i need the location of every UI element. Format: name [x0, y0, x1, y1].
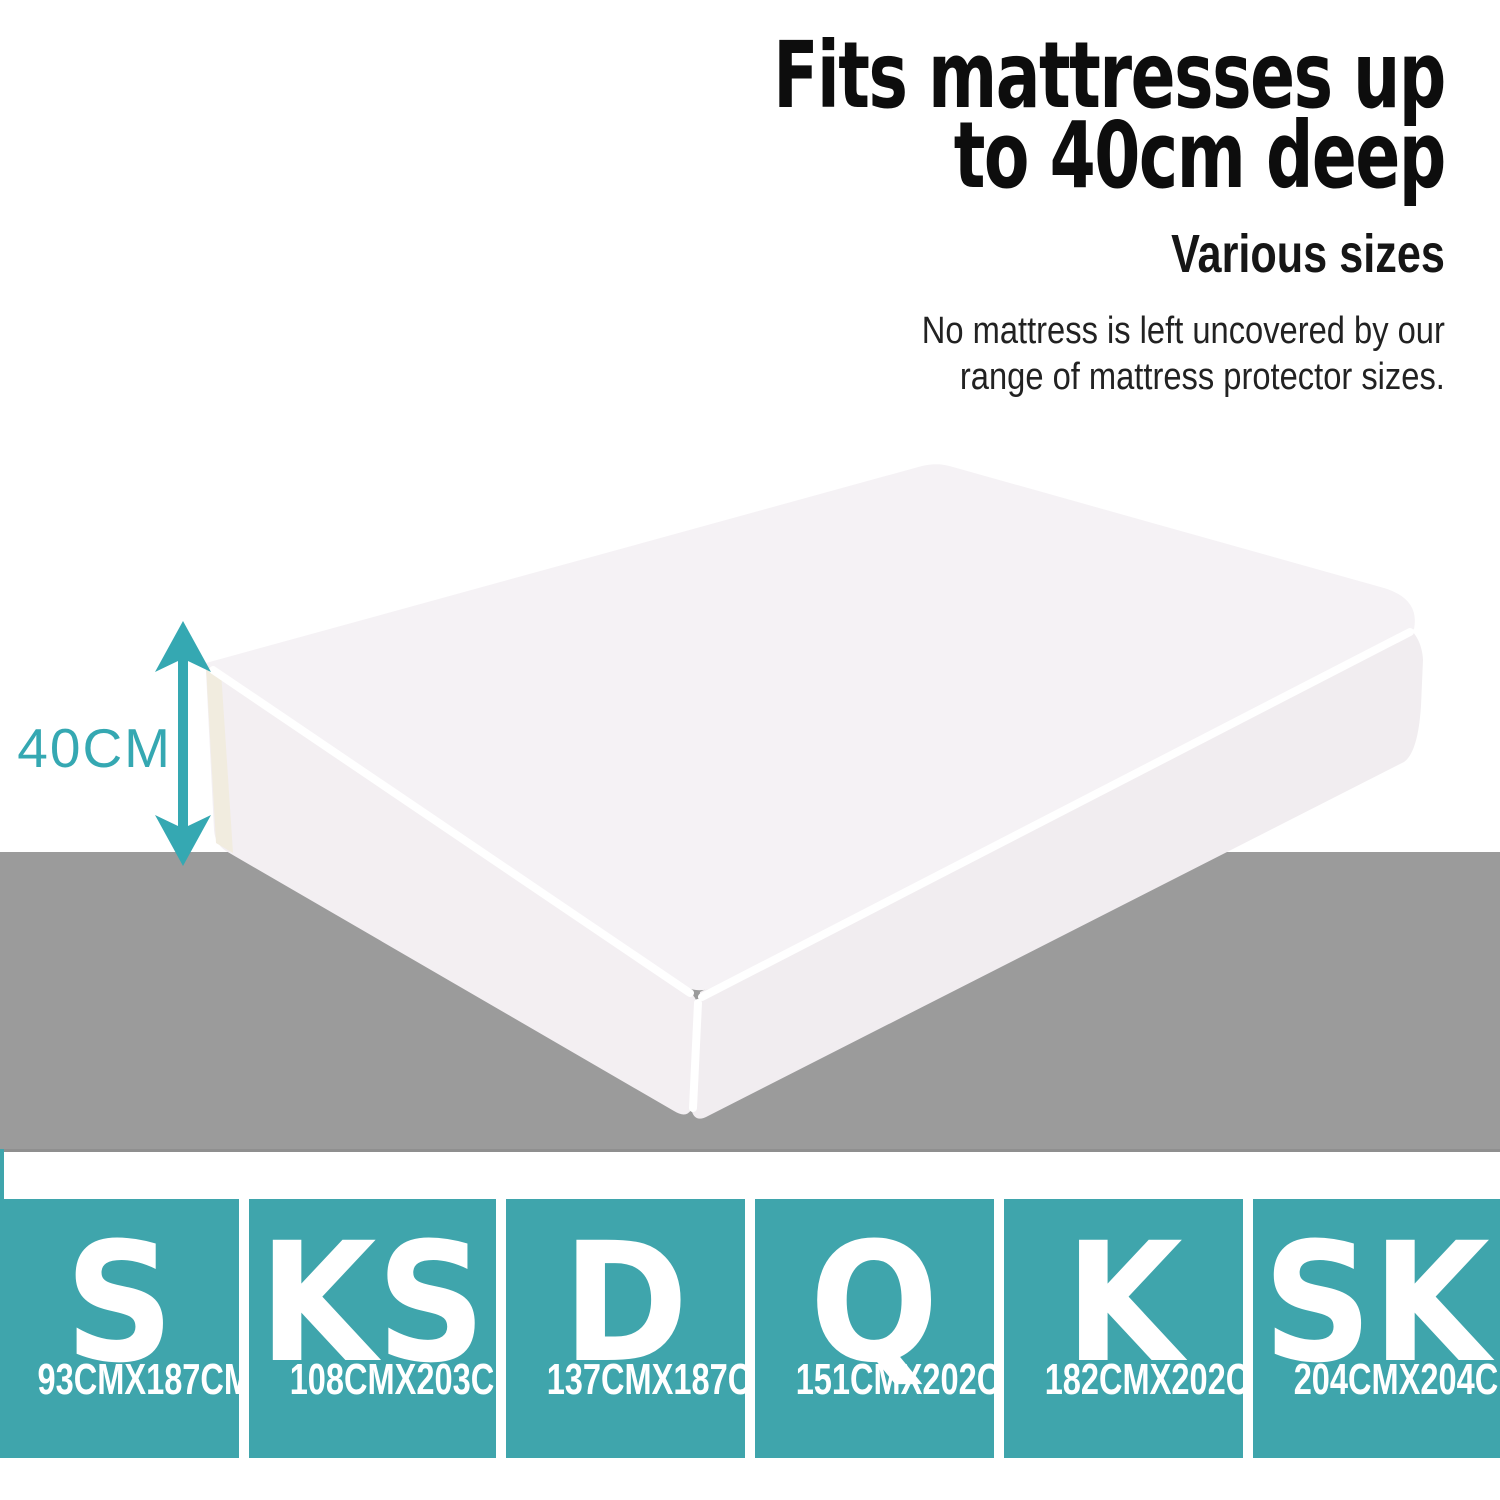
size-code: K: [1064, 1207, 1183, 1399]
size-box-super-king: SK 204CMX204CM: [1253, 1199, 1500, 1458]
size-dimensions: 182CMX202CM: [1044, 1355, 1277, 1404]
size-box-king: K 182CMX202CM: [1004, 1199, 1277, 1458]
header: Fits mattresses up to 40cm deep Various …: [512, 22, 1447, 400]
left-edge-accent: [0, 1149, 4, 1200]
description: No mattress is left uncovered by our ran…: [512, 308, 1445, 400]
subtitle: Various sizes: [1171, 224, 1445, 284]
size-box-double: D 137CMX187CM: [505, 1199, 779, 1458]
floor-band: [0, 852, 1500, 1152]
size-dimensions: 151CMX202CM: [795, 1355, 1028, 1404]
size-code: S: [64, 1207, 175, 1399]
depth-label: 40CM: [17, 717, 172, 779]
size-dimensions: 93CMX187CM: [37, 1355, 252, 1404]
size-code: SK: [1263, 1207, 1491, 1399]
size-code: D: [562, 1207, 689, 1399]
title-line-1: Fits mattresses up: [773, 22, 1446, 129]
size-table: S 93CMX187CM KS 108CMX203CM D 137CMX187C…: [0, 1199, 1500, 1458]
description-line-1: No mattress is left uncovered by our: [921, 310, 1445, 352]
size-box-king-single: KS 108CMX203CM: [249, 1199, 522, 1458]
size-dimensions: 108CMX203CM: [289, 1355, 522, 1404]
size-code: Q: [810, 1207, 940, 1399]
description-line-2: range of mattress protector sizes.: [960, 356, 1445, 398]
size-dimensions: 137CMX187CM: [546, 1355, 779, 1404]
page-title: Fits mattresses up to 40cm deep: [512, 22, 1447, 209]
size-box-queen: Q 151CMX202CM: [755, 1199, 1028, 1458]
size-dimensions: 204CMX204CM: [1294, 1355, 1500, 1404]
size-code: KS: [259, 1207, 486, 1399]
size-box-single: S 93CMX187CM: [0, 1199, 252, 1458]
title-line-2: to 40cm deep: [953, 102, 1447, 209]
